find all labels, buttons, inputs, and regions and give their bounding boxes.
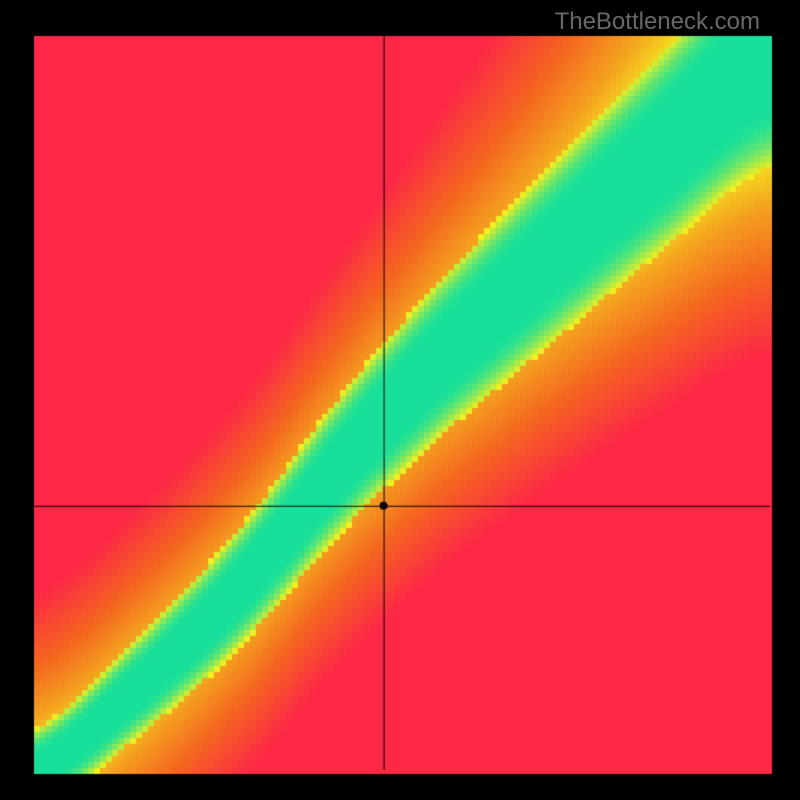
watermark-text: TheBottleneck.com bbox=[555, 8, 760, 36]
bottleneck-heatmap bbox=[0, 0, 800, 800]
chart-frame: { "watermark": { "text": "TheBottleneck.… bbox=[0, 0, 800, 800]
